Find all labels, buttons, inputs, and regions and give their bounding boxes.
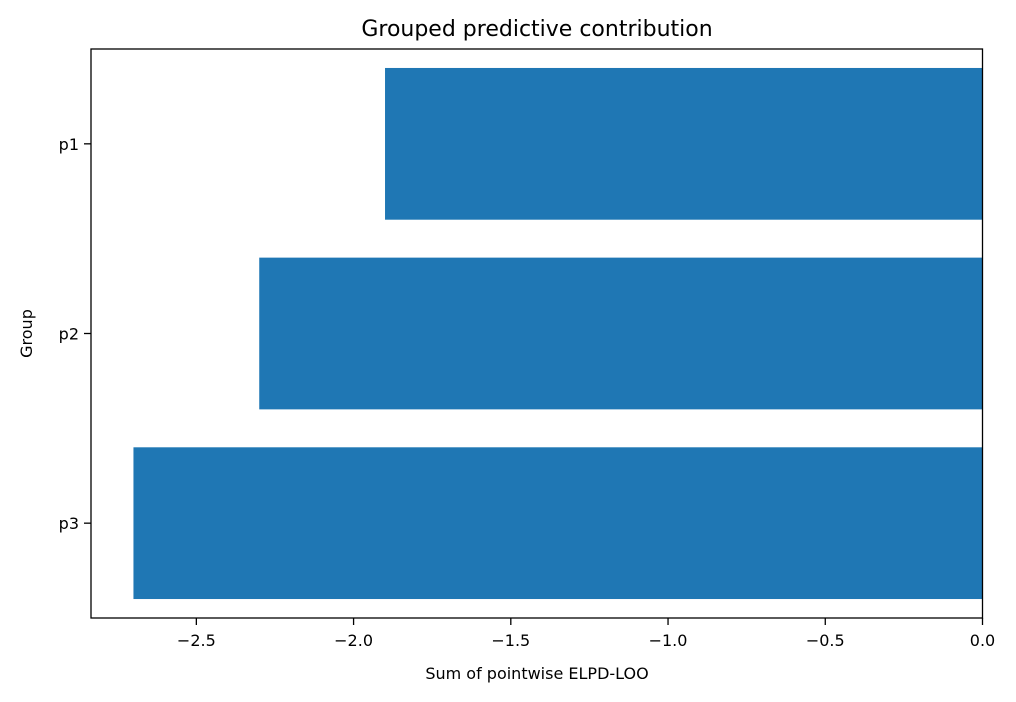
- y-tick-label: p1: [59, 135, 79, 154]
- x-tick-label: −2.5: [177, 631, 216, 650]
- x-tick-label: −0.5: [806, 631, 845, 650]
- x-tick-label: 0.0: [970, 631, 995, 650]
- y-axis-label: Group: [17, 309, 36, 358]
- bar-p3: [133, 447, 983, 600]
- x-axis-ticks: −2.5 −2.0 −1.5 −1.0 −0.5 0.0: [177, 618, 995, 650]
- chart-title: Grouped predictive contribution: [361, 17, 712, 42]
- x-tick-label: −1.5: [491, 631, 530, 650]
- bar-p1: [385, 67, 983, 220]
- bars-group: [133, 67, 983, 600]
- y-axis-ticks: p1 p2 p3: [59, 135, 91, 533]
- y-tick-label: p3: [59, 514, 79, 533]
- x-axis-label: Sum of pointwise ELPD-LOO: [425, 664, 648, 683]
- y-tick-label: p2: [59, 325, 79, 344]
- x-tick-label: −2.0: [334, 631, 373, 650]
- plot-frame: [90, 48, 984, 619]
- bar-p2: [259, 257, 983, 410]
- x-tick-label: −1.0: [649, 631, 688, 650]
